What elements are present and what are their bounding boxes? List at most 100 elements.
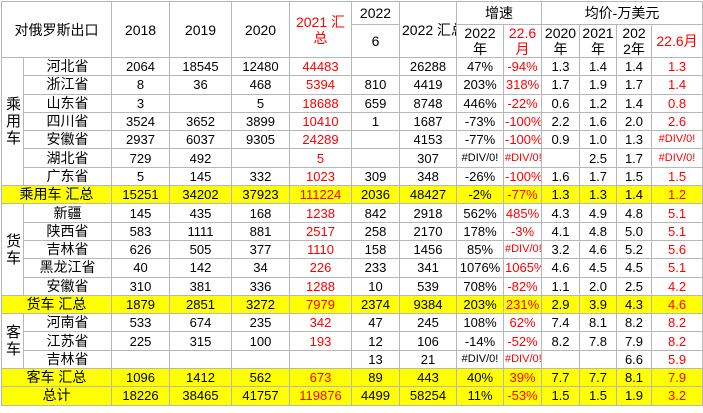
cell: 446% bbox=[456, 93, 504, 113]
header-2022: 2022 bbox=[351, 1, 400, 25]
cell: 8.1 bbox=[616, 368, 652, 388]
cell: 1.7 bbox=[541, 75, 580, 95]
cell: 3.2 bbox=[541, 239, 580, 260]
province: 吉林省 bbox=[23, 239, 112, 260]
cell: 881 bbox=[231, 221, 290, 241]
cell: 810 bbox=[351, 75, 400, 95]
header-2022-total: 2022 汇总 bbox=[399, 1, 457, 58]
cell: 342 bbox=[289, 313, 352, 333]
province: 安徽省 bbox=[23, 276, 112, 296]
subtotal-row: 乘用车 汇总 15251 34202 37923 111224 2036 48427 -2% -… bbox=[1, 185, 703, 205]
cell: 341 bbox=[399, 258, 457, 278]
cell: 307 bbox=[399, 148, 457, 168]
cell: -26% bbox=[456, 166, 504, 187]
cell: 4.5 bbox=[616, 258, 652, 278]
cell: 1.4 bbox=[616, 93, 652, 113]
cell: 89 bbox=[351, 368, 400, 388]
header-price-col: 2020年 bbox=[541, 24, 580, 58]
cell: 245 bbox=[399, 313, 457, 333]
cell: #DIV/0! bbox=[650, 148, 703, 168]
cell: 626 bbox=[111, 239, 170, 260]
cell: 7.7 bbox=[541, 368, 580, 388]
cell: 2918 bbox=[399, 203, 457, 223]
province: 广东省 bbox=[23, 166, 112, 187]
cell: 37923 bbox=[231, 185, 290, 205]
cell: 318% bbox=[503, 75, 542, 95]
province: 山东省 bbox=[23, 93, 112, 113]
cell: 562 bbox=[231, 368, 290, 388]
cell: 9305 bbox=[231, 130, 290, 150]
cell: 40% bbox=[456, 368, 504, 388]
header-year: 2020 bbox=[231, 1, 290, 58]
cell: 1 bbox=[351, 111, 400, 132]
cell: -22% bbox=[503, 93, 542, 113]
cell: 47 bbox=[351, 313, 400, 333]
cell: 5.6 bbox=[650, 239, 703, 260]
cell: 1238 bbox=[289, 203, 352, 223]
cell bbox=[541, 349, 580, 370]
data-row: 广东省 5 145 332 1023 309 348 -26% -100% 1.6 1.7 1.5 1.… bbox=[2, 166, 703, 187]
cell bbox=[231, 349, 290, 370]
cell: 4.2 bbox=[650, 276, 703, 296]
cell: 4.8 bbox=[616, 203, 652, 223]
cell: 26288 bbox=[399, 56, 457, 77]
cell: 0.6 bbox=[541, 93, 580, 113]
cell: 193 bbox=[289, 331, 352, 351]
cell: -2% bbox=[456, 185, 504, 205]
cell: 145 bbox=[169, 166, 232, 187]
cell: -14% bbox=[456, 331, 504, 351]
cell: 5.1 bbox=[650, 258, 703, 278]
cell: 8 bbox=[111, 75, 170, 95]
cell bbox=[169, 349, 232, 370]
cell: 58254 bbox=[399, 386, 457, 406]
cell: -3% bbox=[503, 221, 542, 241]
header-year: 2019 bbox=[169, 1, 232, 58]
cell: 1.7 bbox=[616, 148, 652, 168]
cell: 7.4 bbox=[541, 313, 580, 333]
cell: 1456 bbox=[399, 239, 457, 260]
cell: 1076% bbox=[456, 258, 504, 278]
export-table: 对俄罗斯出口 2018 2019 2020 2021 汇总 2022 2022 … bbox=[1, 1, 703, 406]
cell: 1.3 bbox=[616, 130, 652, 150]
cell: 1096 bbox=[111, 368, 170, 388]
cell: 24289 bbox=[289, 130, 352, 150]
cell: 2.9 bbox=[541, 294, 580, 315]
cell: 468 bbox=[231, 75, 290, 95]
cell bbox=[289, 349, 352, 370]
cell: 111224 bbox=[289, 185, 352, 205]
cell: #DIV/0! bbox=[503, 148, 542, 168]
cell: 18545 bbox=[169, 56, 232, 77]
cell: 2.0 bbox=[579, 276, 617, 296]
cell: -77% bbox=[503, 185, 542, 205]
cell: 4.1 bbox=[541, 221, 580, 241]
cell: 1.4 bbox=[650, 75, 703, 95]
cell: -53% bbox=[503, 386, 542, 406]
cell: 332 bbox=[231, 166, 290, 187]
cell: 6037 bbox=[169, 130, 232, 150]
cell: 2.0 bbox=[616, 111, 652, 132]
province: 河南省 bbox=[23, 313, 112, 333]
data-row: 湖北省 729 492 5 307 #DIV/0! #DIV/0! 2.5 1.7 #DIV/0! bbox=[2, 148, 703, 168]
cell: #DIV/0! bbox=[503, 349, 542, 370]
data-row: 客车 河南省 533 674 235 342 47 245 108% 62% 7.4 8.1 8.2 8.… bbox=[1, 313, 703, 370]
cell: -82% bbox=[503, 276, 542, 296]
cell: 2.5 bbox=[616, 276, 652, 296]
cell: 2.6 bbox=[650, 111, 703, 132]
cell: 8.2 bbox=[650, 331, 703, 351]
header-row: 对俄罗斯出口 2018 2019 2020 2021 汇总 2022 2022 … bbox=[1, 1, 703, 58]
cell: 3524 bbox=[111, 111, 170, 132]
cell: 1.6 bbox=[541, 166, 580, 187]
cell: 4.5 bbox=[579, 258, 617, 278]
cell: 12 bbox=[351, 331, 400, 351]
cell bbox=[351, 56, 400, 77]
cell: 8.2 bbox=[650, 313, 703, 333]
cell: 673 bbox=[289, 368, 352, 388]
header-year: 2018 bbox=[111, 1, 170, 58]
cell: 5 bbox=[231, 93, 290, 113]
cell: -100% bbox=[503, 166, 542, 187]
cell: 12480 bbox=[231, 56, 290, 77]
cell: 5.2 bbox=[616, 239, 652, 260]
cell: 2170 bbox=[399, 221, 457, 241]
cell: -94% bbox=[503, 56, 542, 77]
cell: 7.9 bbox=[650, 368, 703, 388]
